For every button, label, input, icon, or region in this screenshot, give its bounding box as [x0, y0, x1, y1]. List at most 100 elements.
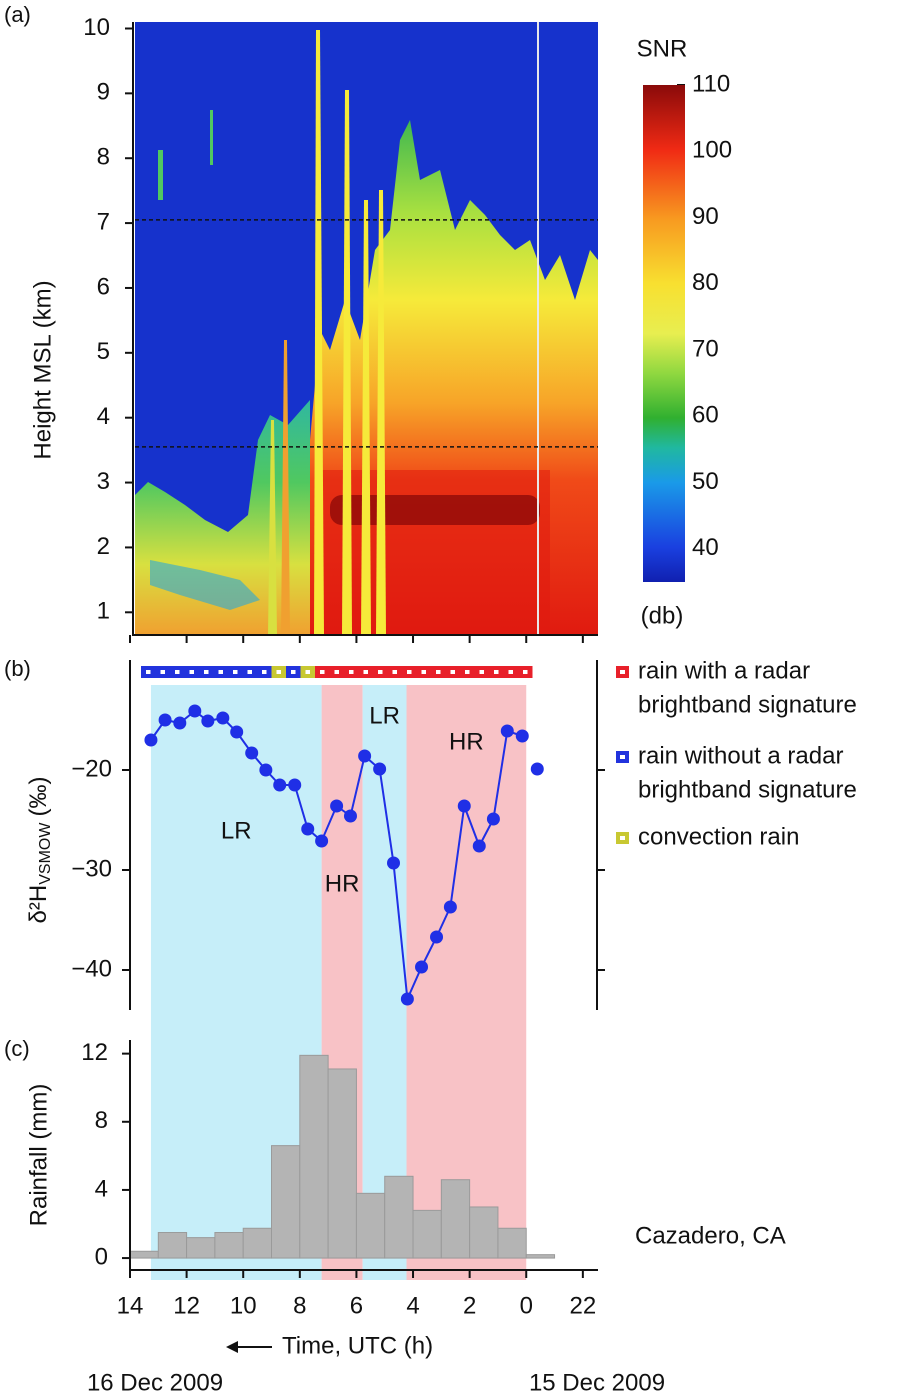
rain-type-marker-center [450, 670, 455, 674]
y-tick-label: 4 [97, 403, 110, 430]
point [173, 716, 187, 730]
legend-label: rain without a radar [638, 742, 843, 769]
region-label: LR [221, 817, 252, 844]
panel-label: (c) [4, 1036, 30, 1061]
x-axis-label: Time, UTC (h) [282, 1332, 433, 1359]
colorbar-tick-label: 50 [692, 468, 719, 495]
point [158, 713, 172, 727]
x-tick-label: 22 [569, 1292, 596, 1319]
rain-type-marker-center [175, 670, 180, 674]
axis-b [129, 660, 598, 1010]
point [201, 714, 215, 728]
point [358, 749, 372, 763]
point [530, 762, 544, 776]
rain-type-marker-center [233, 670, 238, 674]
y-label-main: δ²H [25, 885, 52, 924]
bar [214, 1232, 244, 1259]
point [330, 799, 344, 813]
bar [412, 1209, 442, 1259]
colorbar-tick-label: 70 [692, 335, 719, 362]
point [515, 729, 529, 743]
bar [299, 1054, 329, 1259]
legend-label: convection rain [638, 823, 799, 850]
y-tick-label: 8 [95, 1107, 108, 1134]
bar [525, 1254, 556, 1259]
colorbar-title: SNR [637, 35, 688, 62]
rain-type-marker-center [189, 670, 194, 674]
rain-type-marker-center [508, 670, 513, 674]
rain-type-marker-center [494, 670, 499, 674]
point [387, 856, 401, 870]
rain-type-marker-center [349, 670, 354, 674]
y-tick-label: 12 [81, 1039, 108, 1066]
y-tick-label: −40 [71, 955, 112, 982]
legend-swatch-center [620, 755, 625, 759]
rain-type-marker-center [334, 670, 339, 674]
point [245, 746, 259, 760]
bar [497, 1227, 527, 1259]
y-tick-label: 7 [97, 208, 110, 235]
x-tick-label: 4 [406, 1292, 419, 1319]
point [400, 992, 414, 1006]
legend-label: brightband signature [638, 776, 857, 803]
y-axis-label: Height MSL (km) [29, 280, 56, 459]
y-tick-label: 0 [95, 1243, 108, 1270]
x-tick-label: 14 [117, 1292, 144, 1319]
point [144, 733, 158, 747]
y-tick-label: 9 [97, 79, 110, 106]
point [472, 839, 486, 853]
y-axis-label: Rainfall (mm) [25, 1084, 52, 1227]
rain-type-marker-center [363, 670, 368, 674]
x-tick-label: 2 [463, 1292, 476, 1319]
date-label: 16 Dec 2009 [87, 1369, 223, 1395]
rain-type-marker-center [204, 670, 209, 674]
rain-type-marker-center [465, 670, 470, 674]
point [301, 822, 315, 836]
rain-type-marker-center [436, 670, 441, 674]
rain-type-marker-center [218, 670, 223, 674]
rain-type-marker-center [305, 670, 310, 674]
bar [327, 1068, 357, 1259]
colorbar-tick-label: 90 [692, 203, 719, 230]
y-tick-label: 5 [97, 338, 110, 365]
point [486, 812, 500, 826]
rain-type-marker-center [262, 670, 267, 674]
axis-c [129, 1040, 598, 1271]
radar-image [135, 22, 598, 635]
arrow-head [226, 1341, 238, 1353]
y-tick-label: 2 [97, 533, 110, 560]
y-tick-label: 4 [95, 1175, 108, 1202]
point [443, 900, 457, 914]
rain-type-marker-center [378, 670, 383, 674]
rain-type-marker-center [479, 670, 484, 674]
x-tick-label: 6 [350, 1292, 363, 1319]
bar [129, 1250, 159, 1259]
colorbar-tick-label: 40 [692, 534, 719, 561]
rain-type-marker-center [146, 670, 151, 674]
point [457, 799, 471, 813]
rain-type-marker-center [392, 670, 397, 674]
axis-a [132, 22, 598, 636]
point [415, 960, 429, 974]
x-tick-label: 12 [173, 1292, 200, 1319]
date-label: 15 Dec 2009 [529, 1369, 665, 1395]
point [273, 778, 287, 792]
point [343, 809, 357, 823]
x-tick-label: 0 [520, 1292, 533, 1319]
point [259, 763, 273, 777]
region-label: HR [325, 870, 360, 897]
rain-type-marker-center [407, 670, 412, 674]
colorbar-unit: (db) [641, 602, 684, 629]
rain-type-marker-center [523, 670, 528, 674]
y-tick-label: −20 [71, 755, 112, 782]
y-tick-label: 8 [97, 144, 110, 171]
point [188, 704, 202, 718]
legend-label: brightband signature [638, 691, 857, 718]
bar [469, 1206, 499, 1259]
legend-swatch-center [620, 836, 625, 840]
y-label-sub: VSMOW [37, 822, 54, 885]
bar [242, 1227, 273, 1259]
point [216, 711, 230, 725]
region-label: HR [449, 728, 484, 755]
y-tick-label: −30 [71, 855, 112, 882]
